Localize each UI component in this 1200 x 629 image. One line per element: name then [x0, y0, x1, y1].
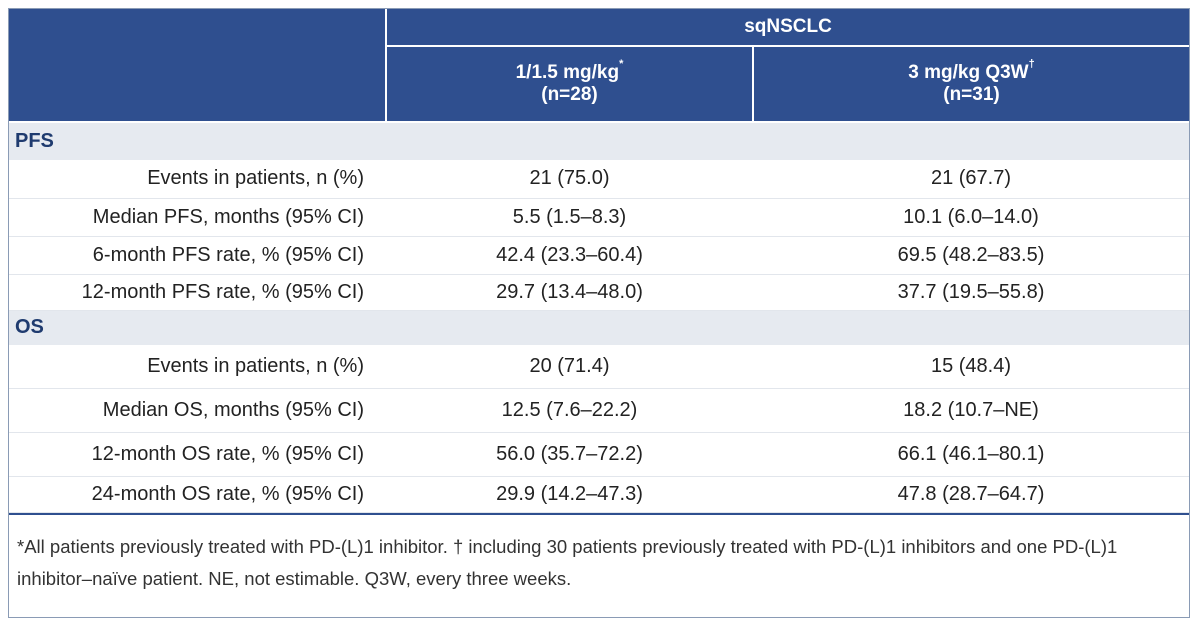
data-row: Median PFS, months (95% CI) 5.5 (1.5–8.3)…: [9, 198, 1189, 237]
value-cell: 15 (48.4): [753, 345, 1189, 389]
value-cell: 21 (75.0): [386, 160, 753, 199]
table-frame: sqNSCLC 1/1.5 mg/kg* (n=28) 3 mg/kg Q3W† (n=…: [8, 8, 1190, 618]
row-label: 12-month OS rate, % (95% CI): [9, 432, 386, 477]
section-row: OS: [9, 310, 1189, 345]
footnote: *All patients previously treated with PD…: [9, 512, 1189, 595]
blank-header: [9, 9, 386, 123]
column-n: (n=31): [943, 84, 1000, 105]
data-row: Events in patients, n (%) 20 (71.4) 15 (48…: [9, 345, 1189, 389]
section-title: OS: [9, 310, 1189, 345]
column-n: (n=28): [541, 84, 598, 105]
results-table: sqNSCLC 1/1.5 mg/kg* (n=28) 3 mg/kg Q3W† (n=…: [9, 9, 1189, 513]
column-label: 3 mg/kg Q3W: [908, 62, 1029, 83]
value-cell: 42.4 (23.3–60.4): [386, 236, 753, 275]
data-row: Median OS, months (95% CI) 12.5 (7.6–22.2…: [9, 388, 1189, 433]
row-label: Events in patients, n (%): [9, 160, 386, 199]
value-cell: 56.0 (35.7–72.2): [386, 432, 753, 477]
data-row: 24-month OS rate, % (95% CI) 29.9 (14.2–4…: [9, 476, 1189, 513]
footnote-mark: †: [1028, 58, 1035, 70]
table-body: PFS Events in patients, n (%) 21 (75.0) 21 …: [9, 122, 1189, 513]
section-title: PFS: [9, 122, 1189, 160]
data-row: 12-month PFS rate, % (95% CI) 29.7 (13.4–…: [9, 274, 1189, 311]
value-cell: 20 (71.4): [386, 345, 753, 389]
value-cell: 5.5 (1.5–8.3): [386, 198, 753, 237]
row-label: Median OS, months (95% CI): [9, 388, 386, 433]
value-cell: 29.9 (14.2–47.3): [386, 476, 753, 513]
value-cell: 12.5 (7.6–22.2): [386, 388, 753, 433]
data-row: 6-month PFS rate, % (95% CI) 42.4 (23.3–6…: [9, 236, 1189, 275]
value-cell: 29.7 (13.4–48.0): [386, 274, 753, 311]
row-label: Median PFS, months (95% CI): [9, 198, 386, 237]
value-cell: 37.7 (19.5–55.8): [753, 274, 1189, 311]
value-cell: 69.5 (48.2–83.5): [753, 236, 1189, 275]
value-cell: 47.8 (28.7–64.7): [753, 476, 1189, 513]
value-cell: 18.2 (10.7–NE): [753, 388, 1189, 433]
column-label: 1/1.5 mg/kg: [515, 62, 620, 83]
header-row: 1/1.5 mg/kg* (n=28) 3 mg/kg Q3W† (n=31): [9, 46, 1189, 123]
value-cell: 10.1 (6.0–14.0): [753, 198, 1189, 237]
value-cell: 21 (67.7): [753, 160, 1189, 199]
row-label: 24-month OS rate, % (95% CI): [9, 476, 386, 513]
table-header: sqNSCLC 1/1.5 mg/kg* (n=28) 3 mg/kg Q3W† (n=…: [9, 9, 1189, 123]
row-label: 6-month PFS rate, % (95% CI): [9, 236, 386, 275]
group-header: sqNSCLC: [385, 9, 1189, 47]
row-label: Events in patients, n (%): [9, 345, 386, 389]
value-cell: 66.1 (46.1–80.1): [753, 432, 1189, 477]
section-row: PFS: [9, 122, 1189, 160]
column-header: 3 mg/kg Q3W† (n=31): [752, 46, 1189, 123]
data-row: 12-month OS rate, % (95% CI) 56.0 (35.7–7…: [9, 432, 1189, 477]
header-row: sqNSCLC: [9, 9, 1189, 123]
column-header: 1/1.5 mg/kg* (n=28): [385, 46, 753, 123]
row-label: 12-month PFS rate, % (95% CI): [9, 274, 386, 311]
footnote-mark: *: [619, 58, 624, 70]
data-row: Events in patients, n (%) 21 (75.0) 21 (67…: [9, 160, 1189, 199]
